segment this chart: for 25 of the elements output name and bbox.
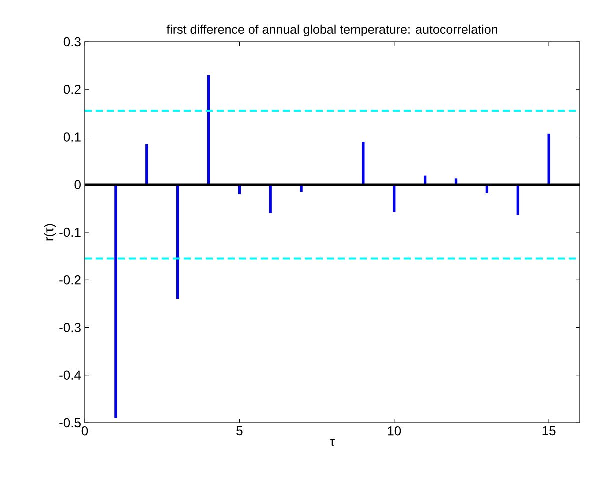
y-tick-label: -0.5 (60, 418, 81, 428)
y-tick-label: 0.1 (64, 132, 81, 142)
y-tick-label: -0.2 (60, 276, 81, 285)
bar (269, 184, 272, 214)
y-tick-label: -0.3 (60, 323, 81, 332)
y-tick-label: -0.4 (60, 370, 82, 380)
bar (516, 184, 520, 216)
y-tick-label: 0 (74, 180, 81, 190)
y-tick-label: 0.3 (64, 37, 81, 47)
y-tick-label: -0.1 (60, 228, 81, 238)
bar (146, 144, 148, 185)
bar (176, 184, 180, 300)
y-axis-title: r(τ) (44, 224, 56, 241)
bar (362, 142, 365, 185)
chart-title: first difference of annual global temperature: autocorrelation (166, 24, 498, 37)
x-tick-label: 5 (236, 426, 243, 436)
y-tick-label: 0.2 (64, 85, 81, 94)
x-axis-title: τ (330, 440, 335, 447)
bar (548, 134, 550, 185)
bar (114, 184, 118, 418)
bar (207, 75, 210, 185)
bar (393, 184, 396, 212)
x-tick-label: 15 (542, 426, 556, 436)
x-tick-label: 10 (388, 426, 402, 436)
x-tick-label: 0 (82, 426, 88, 436)
